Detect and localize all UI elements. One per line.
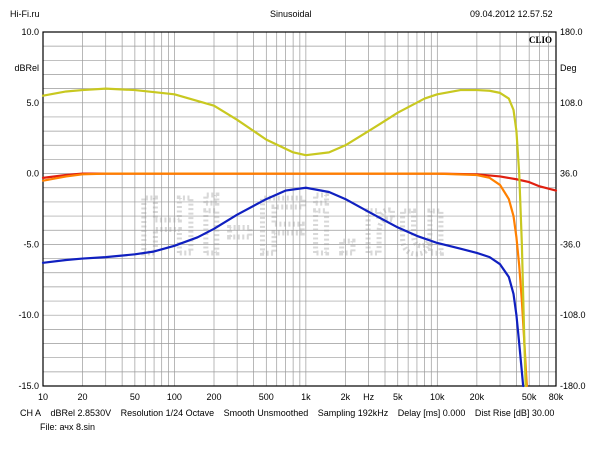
- x-tick-label: 50k: [522, 392, 537, 402]
- x-tick-label: 100: [167, 392, 182, 402]
- y-left-tick-label: -15.0: [18, 381, 39, 391]
- y-right-tick-label: 36.0: [560, 169, 578, 179]
- series-line-4: [41, 186, 525, 388]
- y-left-tick-label: 10.0: [21, 27, 39, 37]
- footer-channel: CH A: [20, 408, 42, 418]
- footer-reference: dBRel 2.8530V: [50, 408, 112, 418]
- y-right-tick-label: 180.0: [560, 27, 583, 37]
- y-left-tick-label: -5.0: [23, 239, 39, 249]
- x-tick-label: 5k: [393, 392, 403, 402]
- watermark-text: Hi-Fi.ru: [139, 181, 451, 270]
- header-left-label: Hi-Fi.ru: [10, 9, 40, 19]
- y-left-tick-label: 5.0: [26, 98, 39, 108]
- y-right-axis-label: Deg: [560, 63, 577, 73]
- x-tick-label: 80k: [549, 392, 564, 402]
- series-line-2: [41, 172, 528, 388]
- header-title: Sinusoidal: [270, 9, 312, 19]
- x-tick-label: 10k: [430, 392, 445, 402]
- y-left-tick-label: -10.0: [18, 310, 39, 320]
- x-tick-label: 10: [38, 392, 48, 402]
- y-left-axis-label: dBRel: [14, 63, 39, 73]
- x-tick-label: Hz: [363, 392, 374, 402]
- y-right-tick-label: -180.0: [560, 381, 586, 391]
- y-right-tick-label: -108.0: [560, 310, 586, 320]
- y-left-tick-label: 0.0: [26, 169, 39, 179]
- x-tick-label: 500: [259, 392, 274, 402]
- x-tick-label: 1k: [301, 392, 311, 402]
- footer-dist-rise: Dist Rise [dB] 30.00: [474, 408, 555, 418]
- x-tick-label: 2k: [341, 392, 351, 402]
- footer-sampling: Sampling 192kHz: [317, 408, 389, 418]
- x-tick-label: 20: [78, 392, 88, 402]
- footer-delay: Delay [ms] 0.000: [397, 408, 466, 418]
- x-tick-label: 200: [206, 392, 221, 402]
- footer-smoothing: Smooth Unsmoothed: [223, 408, 309, 418]
- footer-resolution: Resolution 1/24 Octave: [120, 408, 215, 418]
- footer-file-name: File: ачх 8.sin: [40, 422, 96, 432]
- y-right-tick-label: 108.0: [560, 98, 583, 108]
- plot-frame: [42, 31, 557, 387]
- brand-logo-text: CLIO: [529, 35, 552, 45]
- header-timestamp: 09.04.2012 12.57.52: [470, 9, 553, 19]
- y-right-tick-label: -36.0: [560, 239, 581, 249]
- series-line-3: [41, 87, 527, 388]
- x-tick-label: 20k: [470, 392, 485, 402]
- footer-settings-line: CH A dBRel 2.8530V Resolution 1/24 Octav…: [20, 408, 561, 419]
- x-tick-label: 50: [130, 392, 140, 402]
